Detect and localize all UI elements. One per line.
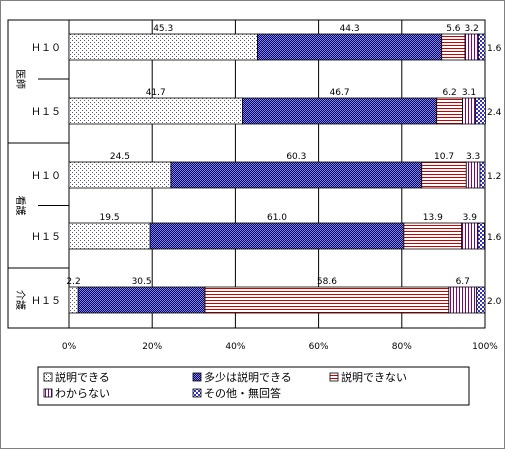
bar-segment bbox=[475, 97, 486, 125]
data-label: 3.2 bbox=[465, 24, 479, 34]
bar-segment bbox=[436, 97, 463, 125]
data-label: 58.6 bbox=[317, 277, 337, 287]
group-label: 介護 bbox=[14, 290, 27, 310]
bar-segment bbox=[68, 33, 258, 61]
bar-segment bbox=[403, 222, 463, 250]
category-label: Ｈ１０ bbox=[31, 171, 61, 182]
x-tick-label: 40% bbox=[225, 342, 245, 352]
data-label: 10.7 bbox=[434, 152, 454, 162]
data-label: 2.4 bbox=[487, 108, 502, 118]
bar-segment bbox=[257, 33, 443, 61]
x-tick-label: 80% bbox=[392, 342, 412, 352]
legend-label: その他・無回答 bbox=[204, 386, 281, 400]
legend-label: わからない bbox=[55, 387, 110, 400]
bar-segment bbox=[170, 161, 423, 189]
bar-segment bbox=[68, 97, 243, 125]
data-label: 2.0 bbox=[487, 297, 502, 307]
group-label: 看護 bbox=[14, 196, 27, 216]
bar-segment bbox=[77, 286, 206, 314]
bar-segment bbox=[441, 33, 466, 61]
legend-swatch bbox=[43, 372, 53, 382]
legend-swatch bbox=[192, 388, 202, 398]
bar-segment bbox=[68, 222, 151, 250]
legend-swatch bbox=[192, 372, 202, 382]
x-tick-label: 20% bbox=[142, 342, 162, 352]
data-label: 1.6 bbox=[487, 233, 502, 243]
legend-label: 多少は説明できる bbox=[204, 370, 292, 384]
data-label: 13.9 bbox=[423, 213, 443, 223]
bar-segment bbox=[242, 97, 438, 125]
bar-segment bbox=[421, 161, 467, 189]
x-tick-label: 100% bbox=[472, 342, 498, 352]
data-label: 30.5 bbox=[132, 277, 152, 287]
data-label: 19.5 bbox=[100, 213, 120, 223]
data-label: 6.2 bbox=[442, 88, 456, 98]
category-label: Ｈ１５ bbox=[31, 107, 61, 118]
legend-box bbox=[37, 366, 470, 406]
data-label: 46.7 bbox=[330, 88, 350, 98]
data-label: 6.7 bbox=[456, 277, 470, 287]
bar-segment bbox=[204, 286, 450, 314]
legend-swatch bbox=[43, 388, 53, 398]
bar-segment bbox=[464, 33, 479, 61]
group-label: 医師 bbox=[14, 69, 27, 89]
legend-swatch bbox=[329, 372, 339, 382]
legend-label: 説明できない bbox=[341, 370, 407, 384]
bar-segment bbox=[477, 33, 486, 61]
data-label: 3.1 bbox=[462, 88, 476, 98]
legend-label: 説明できる bbox=[55, 370, 110, 384]
data-label: 1.6 bbox=[487, 44, 502, 54]
data-label: 3.9 bbox=[463, 213, 478, 223]
x-tick-label: 0% bbox=[62, 342, 77, 352]
data-label: 44.3 bbox=[340, 24, 360, 34]
data-label: 24.5 bbox=[110, 152, 130, 162]
data-label: 45.3 bbox=[153, 24, 173, 34]
bar-segment bbox=[68, 161, 172, 189]
category-label: Ｈ１０ bbox=[31, 43, 61, 54]
data-label: 3.3 bbox=[466, 152, 480, 162]
category-label: Ｈ１５ bbox=[31, 232, 61, 243]
data-label: 60.3 bbox=[286, 152, 306, 162]
bar-segment bbox=[479, 161, 486, 189]
data-label: 41.7 bbox=[146, 88, 166, 98]
bar-segment bbox=[149, 222, 405, 250]
data-label: 1.2 bbox=[487, 172, 501, 182]
data-label: 2.2 bbox=[66, 277, 80, 287]
bar-segment bbox=[476, 286, 486, 314]
bar-segment bbox=[461, 222, 479, 250]
bar-segment bbox=[448, 286, 478, 314]
bar-segment bbox=[462, 97, 476, 125]
bar-segment bbox=[68, 286, 79, 314]
bar-segment bbox=[477, 222, 485, 250]
bar-segment bbox=[465, 161, 481, 189]
data-label: 5.6 bbox=[446, 24, 461, 34]
data-label: 61.0 bbox=[267, 213, 287, 223]
category-label: Ｈ１５ bbox=[31, 296, 61, 307]
x-tick-label: 60% bbox=[309, 342, 329, 352]
